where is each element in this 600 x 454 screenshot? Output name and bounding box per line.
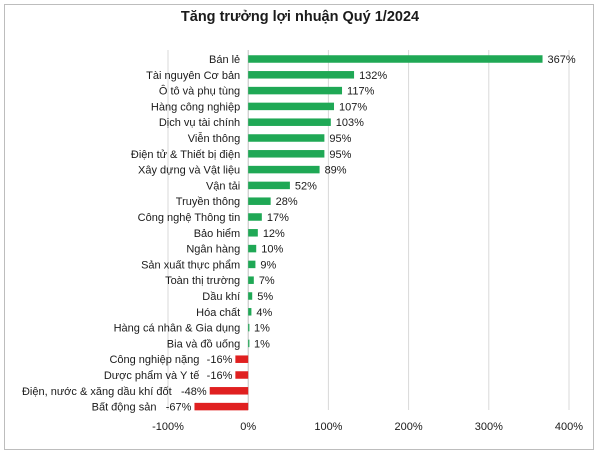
bar [248, 260, 256, 269]
value-label: 107% [339, 101, 367, 113]
bar [248, 229, 258, 237]
category-label: Tài nguyên Cơ bản [146, 70, 240, 82]
category-label: Vận tải [206, 180, 240, 192]
category-label: Bia và đồ uống [167, 338, 240, 350]
value-label: 7% [259, 275, 275, 287]
category-label: Hàng cá nhân & Gia dụng [114, 323, 241, 335]
category-label: Điện tử & Thiết bị điện [131, 149, 240, 161]
bar [248, 308, 252, 316]
value-label: -16% [207, 370, 233, 382]
value-label: -67% [166, 402, 192, 414]
value-label: 9% [260, 259, 276, 271]
value-label: 4% [256, 307, 272, 319]
value-label: 52% [295, 180, 317, 192]
value-label: 103% [336, 117, 364, 129]
bar [248, 55, 543, 63]
bar [235, 355, 249, 363]
value-label: 95% [329, 149, 351, 161]
bar [248, 276, 254, 284]
value-label: 1% [254, 323, 270, 335]
category-label: Toàn thị trường [165, 275, 240, 287]
bar [248, 165, 320, 174]
bar [235, 371, 249, 379]
value-label: 12% [263, 228, 285, 240]
value-label: 1% [254, 338, 270, 350]
value-label: 10% [261, 244, 283, 256]
bar [248, 197, 271, 205]
x-tick-label: 400% [555, 421, 583, 433]
value-label: 95% [329, 133, 351, 145]
bar [248, 86, 343, 95]
x-tick-label: -100% [152, 421, 184, 433]
bar [194, 402, 249, 411]
bar [248, 323, 250, 332]
value-label: 17% [267, 212, 289, 224]
bar [248, 244, 257, 253]
category-label: Bán lẻ [209, 54, 240, 66]
category-label: Dịch vụ tài chính [159, 117, 240, 129]
category-label: Xây dựng và Vật liệu [138, 165, 240, 177]
bar [248, 150, 325, 158]
value-label: 367% [548, 54, 576, 66]
category-label: Ngân hàng [186, 244, 240, 256]
bar [248, 71, 355, 79]
category-label: Công nghệ Thông tin [138, 212, 241, 224]
chart-title: Tăng trưởng lợi nhuận Quý 1/2024 [180, 9, 420, 25]
bar [248, 118, 331, 126]
bar [209, 387, 249, 395]
value-label: 5% [257, 291, 273, 303]
category-label: Hàng công nghiệp [151, 101, 240, 113]
x-tick-label: 300% [475, 421, 503, 433]
bar [248, 292, 253, 300]
x-tick-label: 0% [240, 421, 256, 433]
category-label: Sản xuất thực phẩm [141, 259, 240, 271]
bar [248, 339, 250, 348]
x-tick-label: 100% [314, 421, 342, 433]
bar [248, 102, 335, 111]
category-label: Điện, nước & xăng dầu khí đốt [22, 386, 172, 398]
bar [248, 213, 262, 221]
x-tick-label: 200% [395, 421, 423, 433]
value-label: 28% [276, 196, 298, 208]
category-label: Bảo hiểm [194, 228, 240, 240]
value-label: 89% [325, 165, 347, 177]
value-label: 117% [347, 86, 375, 98]
category-label: Hóa chất [196, 307, 240, 319]
category-label: Công nghiệp nặng [109, 354, 199, 366]
bar [248, 134, 325, 142]
category-label: Truyền thông [176, 196, 240, 208]
value-label: -16% [207, 354, 233, 366]
value-label: -48% [181, 386, 207, 398]
category-label: Dược phẩm và Y tế [104, 370, 200, 382]
category-label: Ô tô và phụ tùng [159, 85, 240, 98]
value-label: 132% [359, 70, 387, 82]
category-label: Dầu khí [202, 291, 240, 303]
bar [248, 181, 290, 190]
category-label: Bất động sản [92, 402, 157, 414]
category-label: Viễn thông [188, 132, 240, 145]
